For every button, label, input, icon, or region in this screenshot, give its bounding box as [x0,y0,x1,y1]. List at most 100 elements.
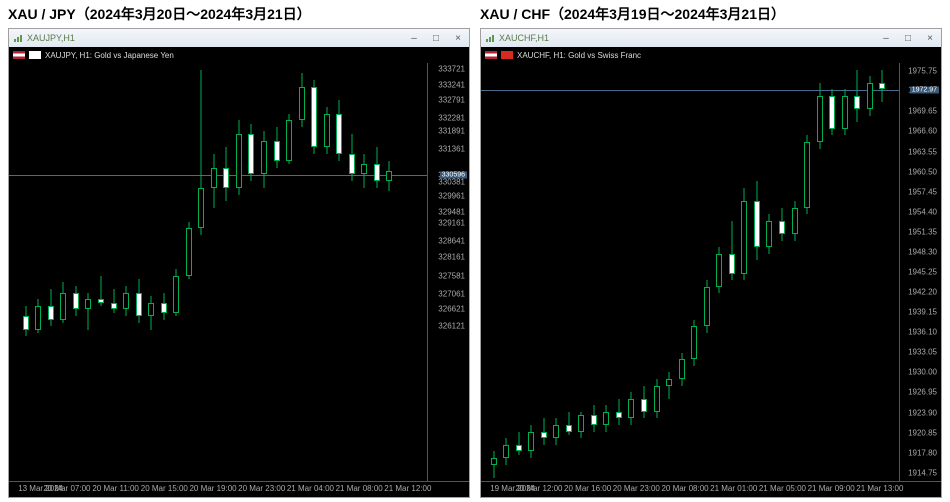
close-button[interactable]: × [923,33,937,44]
x-axis: 19 Mar 202420 Mar 12:0020 Mar 16:0020 Ma… [481,481,941,497]
candle[interactable] [628,63,634,481]
minimize-button[interactable]: – [879,33,893,44]
candle[interactable] [754,63,760,481]
candle[interactable] [666,63,672,481]
candle[interactable] [704,63,710,481]
candle[interactable] [299,63,305,481]
candle[interactable] [336,63,342,481]
candle[interactable] [374,63,380,481]
candle[interactable] [349,63,355,481]
x-label: 20 Mar 15:00 [141,484,188,493]
candle[interactable] [111,63,117,481]
candle[interactable] [641,63,647,481]
y-label: 1914.75 [908,468,937,477]
candle[interactable] [274,63,280,481]
y-label: 1933.05 [908,348,937,357]
candle[interactable] [98,63,104,481]
candle[interactable] [186,63,192,481]
candle[interactable] [691,63,697,481]
candle[interactable] [361,63,367,481]
candle[interactable] [123,63,129,481]
candle[interactable] [779,63,785,481]
candle[interactable] [792,63,798,481]
flag-icon [485,51,497,59]
y-label: 1945.25 [908,268,937,277]
candle[interactable] [679,63,685,481]
candle[interactable] [161,63,167,481]
y-label: 333721 [438,65,465,74]
y-label: 331361 [438,144,465,153]
candle[interactable] [198,63,204,481]
candle[interactable] [716,63,722,481]
x-label: 21 Mar 12:00 [384,484,431,493]
infobar: XAUCHF, H1: Gold vs Swiss Franc [481,47,941,63]
candle[interactable] [311,63,317,481]
x-label: 20 Mar 19:00 [189,484,236,493]
x-label: 21 Mar 09:00 [808,484,855,493]
plot-region[interactable] [481,63,899,481]
y-label: 1942.20 [908,288,937,297]
candle[interactable] [35,63,41,481]
maximize-button[interactable]: □ [901,33,915,44]
candle[interactable] [286,63,292,481]
candle[interactable] [854,63,860,481]
candle[interactable] [654,63,660,481]
candle[interactable] [211,63,217,481]
candle[interactable] [578,63,584,481]
candle[interactable] [23,63,29,481]
y-label: 1975.75 [908,67,937,76]
instrument-info: XAUCHF, H1: Gold vs Swiss Franc [517,51,641,60]
candle[interactable] [541,63,547,481]
candle[interactable] [766,63,772,481]
y-label: 326621 [438,304,465,313]
candle[interactable] [591,63,597,481]
x-label: 20 Mar 16:00 [564,484,611,493]
panel-title: XAU / JPY（2024年3月20日～2024年3月21日） [8,4,470,24]
candle[interactable] [603,63,609,481]
candle[interactable] [236,63,242,481]
minimize-button[interactable]: – [407,33,421,44]
close-button[interactable]: × [451,33,465,44]
candle[interactable] [842,63,848,481]
candle[interactable] [48,63,54,481]
candle[interactable] [729,63,735,481]
candle[interactable] [261,63,267,481]
candle[interactable] [516,63,522,481]
x-label: 21 Mar 08:00 [336,484,383,493]
candle[interactable] [173,63,179,481]
candle[interactable] [223,63,229,481]
y-label: 1917.80 [908,448,937,457]
titlebar: XAUJPY,H1–□× [9,29,469,47]
candle[interactable] [616,63,622,481]
candle[interactable] [829,63,835,481]
candle[interactable] [148,63,154,481]
plot-region[interactable] [9,63,427,481]
candle[interactable] [879,63,885,481]
candle[interactable] [566,63,572,481]
candle[interactable] [324,63,330,481]
candle[interactable] [73,63,79,481]
candle[interactable] [503,63,509,481]
maximize-button[interactable]: □ [429,33,443,44]
candle[interactable] [60,63,66,481]
chart-area[interactable]: 1975.751972.971969.651966.601963.551960.… [481,63,941,481]
flag-icon [29,51,41,59]
candle[interactable] [386,63,392,481]
candle[interactable] [85,63,91,481]
chart-window: XAUJPY,H1–□×XAUJPY, H1: Gold vs Japanese… [8,28,470,498]
panel-title: XAU / CHF（2024年3月19日～2024年3月21日） [480,4,942,24]
x-label: 20 Mar 23:00 [238,484,285,493]
candle[interactable] [817,63,823,481]
candle[interactable] [528,63,534,481]
candle[interactable] [248,63,254,481]
candle[interactable] [136,63,142,481]
x-axis: 13 Mar 202420 Mar 07:0020 Mar 11:0020 Ma… [9,481,469,497]
x-label: 20 Mar 08:00 [661,484,708,493]
candle[interactable] [867,63,873,481]
y-label: 1966.60 [908,127,937,136]
chart-area[interactable]: 3337213332413327913322813318913313613305… [9,63,469,481]
candle[interactable] [804,63,810,481]
candle[interactable] [741,63,747,481]
candle[interactable] [553,63,559,481]
candle[interactable] [491,63,497,481]
